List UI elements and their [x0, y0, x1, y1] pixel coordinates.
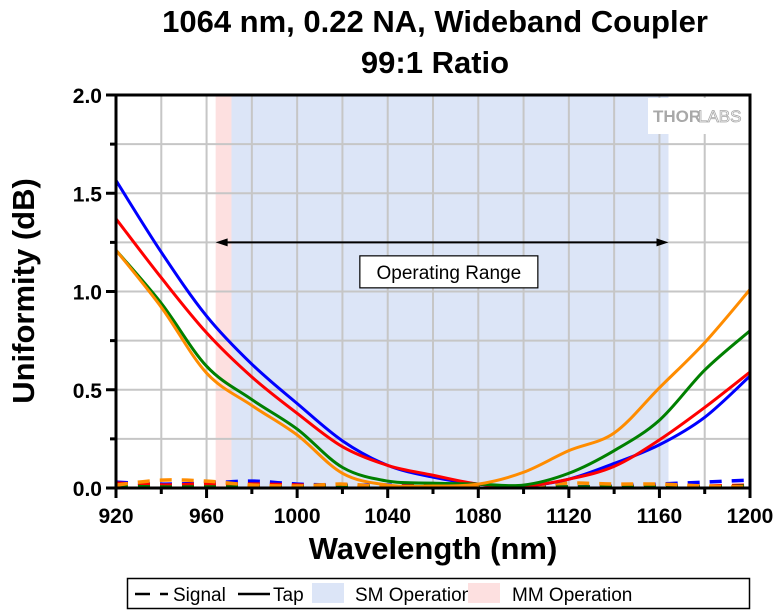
x-tick-label: 960	[189, 505, 224, 528]
y-tick-label: 1.5	[73, 183, 103, 206]
chart-subtitle: 99:1 Ratio	[360, 45, 510, 80]
thorlabs-watermark: THOR LABS	[648, 98, 747, 134]
x-tick-label: 1120	[546, 505, 592, 528]
x-tick-label: 1160	[637, 505, 683, 528]
legend: Signal Tap SM Operation MM Operation	[126, 577, 751, 610]
series-tap-red	[114, 217, 751, 488]
chart-title: 1064 nm, 0.22 NA, Wideband Coupler	[162, 4, 708, 39]
operating-range-label-box	[359, 255, 539, 289]
y-axis-label: Uniformity (dB)	[6, 178, 41, 404]
arrow-head-right	[656, 238, 669, 247]
arrow-head-left	[215, 238, 228, 247]
x-tick-label: 1040	[364, 505, 411, 528]
legend-tap-label: Tap	[273, 585, 304, 606]
legend-box	[126, 577, 751, 610]
legend-mm-label: MM Operation	[512, 585, 632, 606]
x-tick-label: 1000	[274, 505, 321, 528]
y-tick-label: 2.0	[73, 85, 102, 108]
operating-range-label: Operating Range	[376, 263, 521, 284]
watermark-labs: LABS	[698, 107, 741, 126]
series-layer	[114, 179, 752, 489]
series-tap-orange	[114, 249, 752, 488]
annotation-layer: Operating Range	[215, 238, 669, 289]
series-tap-blue	[114, 179, 752, 488]
x-tick-label: 920	[98, 505, 133, 528]
watermark-background	[648, 98, 747, 134]
x-tick-label: 1080	[455, 505, 502, 528]
gridlines	[116, 95, 750, 488]
x-axis-label: Wavelength (nm)	[309, 531, 558, 566]
legend-sm-label: SM Operation	[355, 585, 472, 606]
series-tap-green	[114, 249, 751, 488]
legend-sm-patch	[312, 583, 344, 603]
x-tick-labels: 920 960 1000 1040 1080 1120 1160 1200	[98, 505, 773, 528]
legend-mm-patch	[468, 583, 500, 603]
watermark-thor: THOR	[653, 107, 701, 126]
axes	[106, 93, 752, 498]
y-tick-label: 1.0	[73, 282, 102, 305]
legend-signal-label: Signal	[173, 585, 226, 606]
x-tick-label: 1200	[727, 505, 774, 528]
y-tick-label: 0.5	[73, 380, 103, 403]
y-tick-label: 0.0	[73, 478, 102, 501]
y-tick-labels: 0.0 0.5 1.0 1.5 2.0	[73, 85, 103, 501]
